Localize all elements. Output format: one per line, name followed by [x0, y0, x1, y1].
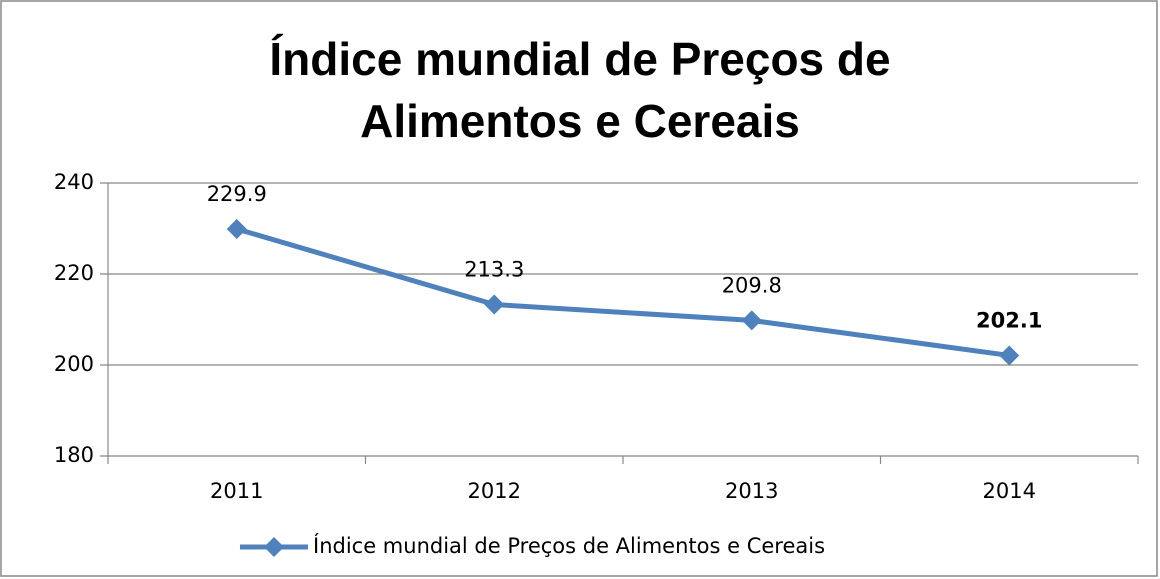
legend-label: Índice mundial de Preços de Alimentos e …	[313, 533, 825, 558]
x-tick-label: 2013	[725, 479, 778, 503]
series-line	[236, 226, 1010, 358]
x-tick-label: 2012	[468, 479, 521, 503]
x-tick-label: 2014	[983, 479, 1036, 503]
x-tick-label: 2011	[210, 479, 263, 503]
data-label: 209.8	[722, 273, 782, 297]
data-label: 202.1	[976, 308, 1042, 332]
point-marker	[741, 310, 762, 331]
point-marker	[999, 345, 1020, 366]
y-tick-label: 220	[54, 261, 94, 285]
y-tick-label: 200	[54, 352, 94, 376]
y-tick-label: 180	[54, 443, 94, 467]
y-tick-label: 240	[54, 170, 94, 194]
chart-title: Índice mundial de Preços de Alimentos e …	[269, 33, 891, 147]
data-label: 229.9	[207, 182, 267, 206]
legend-marker	[264, 537, 284, 557]
point-marker	[484, 294, 505, 315]
data-label: 213.3	[464, 257, 524, 281]
point-marker	[226, 218, 247, 239]
